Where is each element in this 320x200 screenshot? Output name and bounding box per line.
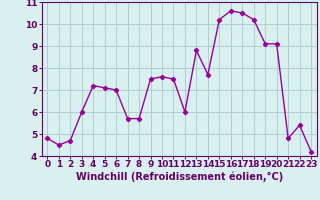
X-axis label: Windchill (Refroidissement éolien,°C): Windchill (Refroidissement éolien,°C): [76, 172, 283, 182]
